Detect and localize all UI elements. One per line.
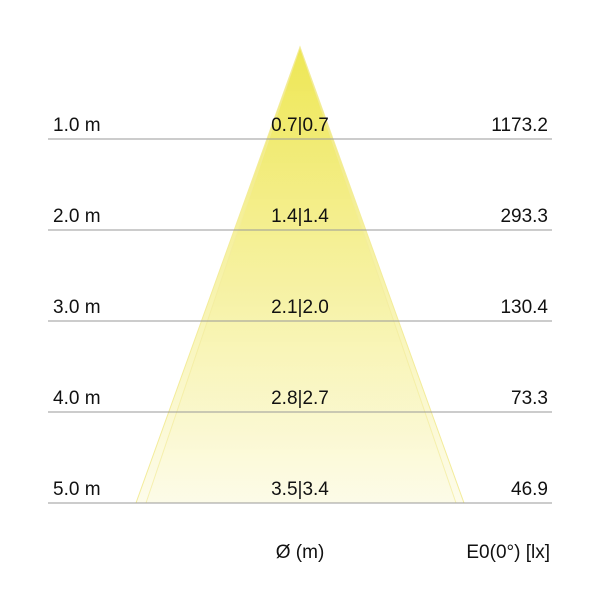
illuminance-value: 293.3 — [500, 206, 548, 227]
diameter-value: 0.7|0.7 — [271, 115, 329, 136]
diameter-value: 2.1|2.0 — [271, 297, 329, 318]
illuminance-value: 73.3 — [511, 388, 548, 409]
distance-label: 5.0 m — [53, 479, 101, 500]
distance-label: 2.0 m — [53, 206, 101, 227]
illuminance-column-label: E0(0°) [lx] — [466, 542, 550, 563]
distance-label: 1.0 m — [53, 115, 101, 136]
distance-label: 3.0 m — [53, 297, 101, 318]
illuminance-value: 130.4 — [500, 297, 548, 318]
distance-label: 4.0 m — [53, 388, 101, 409]
illuminance-value: 1173.2 — [491, 115, 548, 136]
diameter-value: 2.8|2.7 — [271, 388, 329, 409]
diameter-column-label: Ø (m) — [275, 542, 325, 563]
diameter-value: 3.5|3.4 — [271, 479, 329, 500]
illuminance-value: 46.9 — [511, 479, 548, 500]
diameter-value: 1.4|1.4 — [271, 206, 329, 227]
